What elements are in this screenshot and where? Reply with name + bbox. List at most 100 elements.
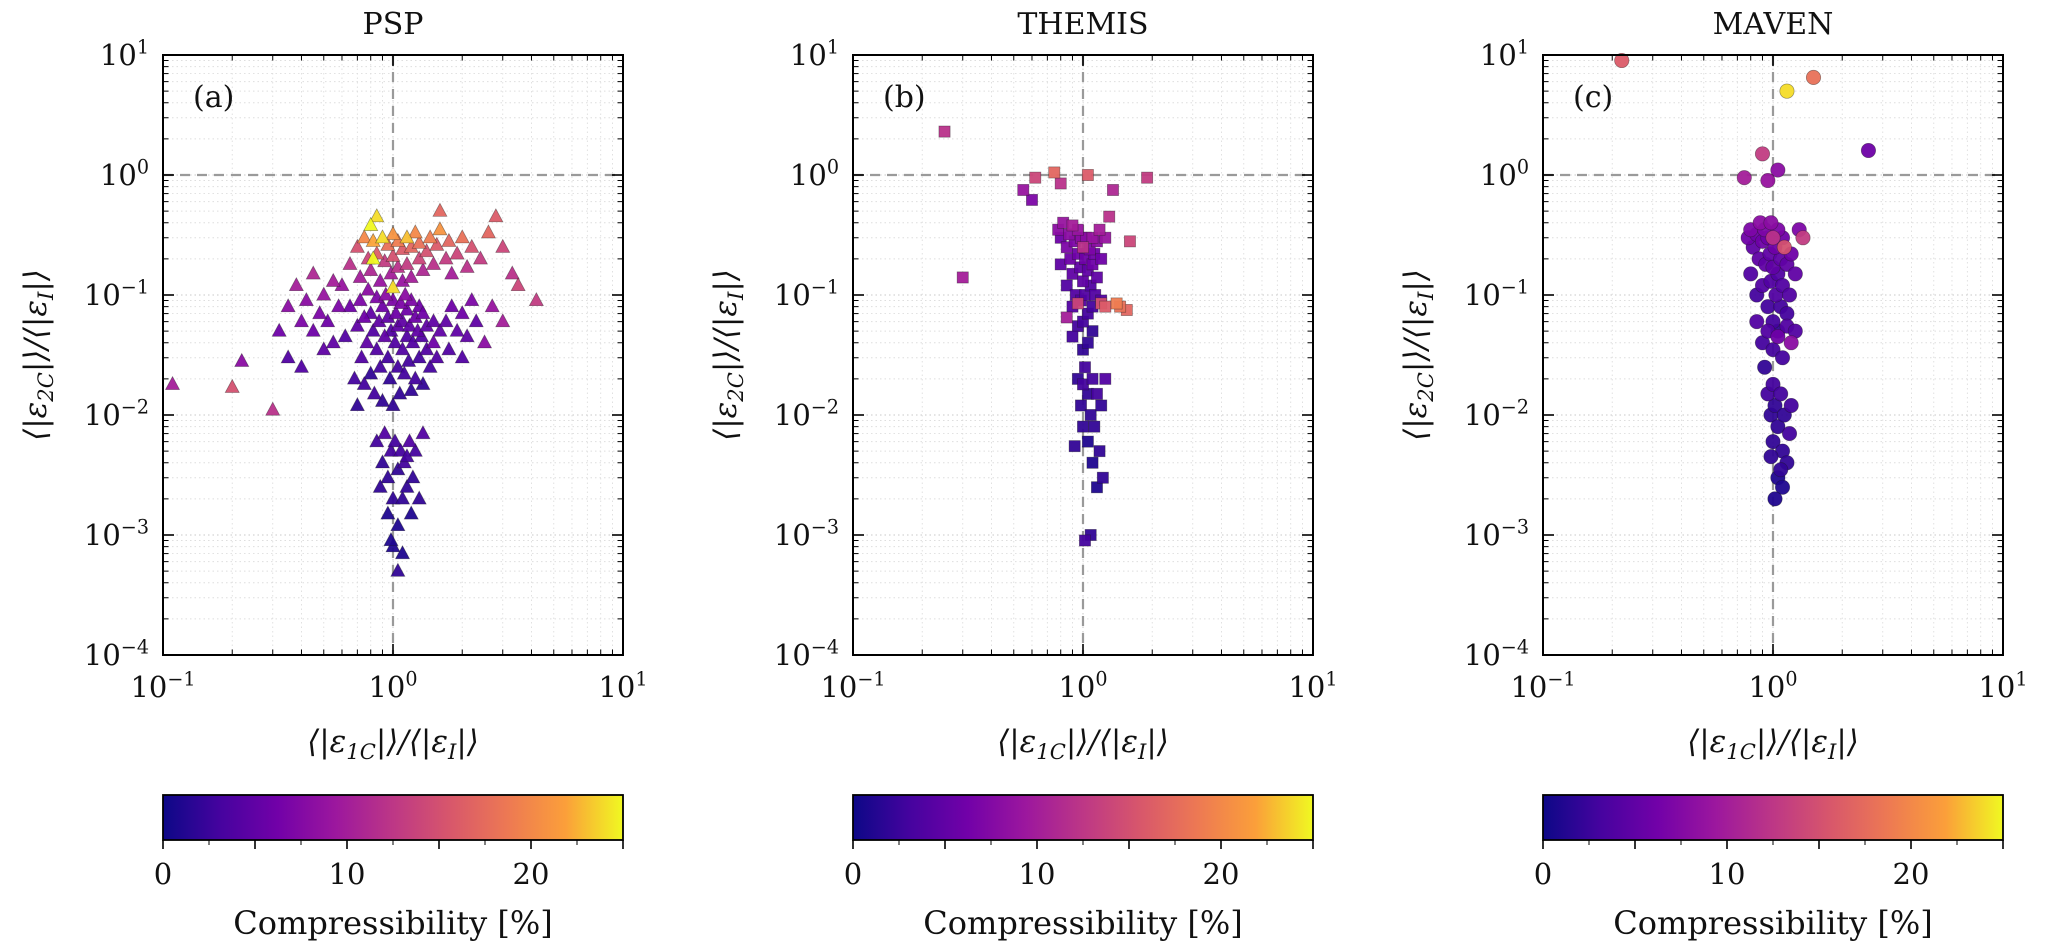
scatter-point: [305, 322, 321, 337]
tick-label: 10−1: [1510, 667, 1575, 704]
scatter-point: [390, 516, 406, 532]
scatter-point: [425, 334, 442, 349]
scatter-point: [432, 221, 448, 236]
scatter-point: [454, 229, 470, 244]
scatter-point: [1060, 311, 1073, 324]
scatter-point: [411, 349, 427, 364]
scatter-point: [1099, 300, 1112, 313]
tick-label: 100: [1058, 667, 1107, 704]
scatter-point: [510, 276, 526, 292]
tick-label: 101: [1978, 667, 2027, 704]
scatter-point: [293, 313, 310, 328]
scatter-point: [425, 255, 442, 270]
tick-label: 10−1: [1464, 275, 1529, 312]
scatter-points: [938, 125, 1154, 547]
scatter-point: [411, 490, 427, 505]
scatter-point: [224, 378, 240, 393]
scatter-point: [1077, 241, 1089, 254]
colorbar-tick-label: 0: [1534, 857, 1552, 891]
x-axis-label: ⟨|ε1C|⟩/⟨|εI|⟩: [997, 724, 1169, 764]
scatter-point: [363, 261, 379, 277]
scatter-point: [1060, 241, 1073, 254]
scatter-point: [1763, 215, 1779, 231]
scatter-point: [429, 236, 445, 251]
scatter-point: [385, 490, 401, 505]
scatter-point: [1805, 69, 1822, 86]
scatter-point: [419, 341, 435, 356]
tick-label: 10−3: [774, 515, 839, 552]
scatter-point: [1783, 397, 1799, 414]
scatter-point: [325, 334, 341, 349]
colorbar-gradient: [852, 794, 1314, 841]
scatter-point: [938, 125, 951, 138]
scatter-point: [1086, 456, 1099, 469]
tick-label: 100: [1748, 667, 1797, 704]
scatter-point: [403, 505, 419, 520]
scatter-point: [1091, 387, 1103, 400]
scatter-point: [372, 272, 388, 287]
y-axis-label: ⟨|ε2C|⟩/⟨|εI|⟩: [1398, 269, 1438, 441]
scatter-point: [1749, 314, 1765, 330]
scatter-point: [352, 291, 368, 307]
scatter-point: [441, 232, 457, 247]
scatter-point: [401, 352, 417, 367]
scatter-point: [403, 268, 419, 284]
scatter-point: [1048, 166, 1061, 179]
tick-label: 101: [100, 35, 149, 72]
y-axis-label: ⟨|ε2C|⟩/⟨|εI|⟩: [708, 269, 748, 441]
scatter-point: [356, 375, 372, 390]
scatter-point: [360, 281, 376, 296]
scatter-point: [1093, 223, 1106, 236]
panel-title: MAVEN: [1713, 7, 1834, 42]
tick-label: 100: [1480, 155, 1529, 192]
scatter-point: [280, 349, 296, 364]
scatter-point: [459, 328, 475, 343]
x-axis-label: ⟨|ε1C|⟩/⟨|εI|⟩: [1687, 724, 1859, 764]
scatter-point: [1081, 169, 1094, 181]
scatter-point: [164, 375, 181, 390]
tick-label: 10−2: [84, 395, 149, 432]
scatter-point: [385, 225, 401, 240]
panel-psp: 10−1 100 101 101 100 10−1 10−2 10−3 10−4 PSP (a) ⟨|…: [0, 0, 690, 947]
scatter-point: [504, 265, 520, 280]
tick-label: 10−2: [1464, 395, 1529, 432]
scatter-point: [432, 202, 448, 217]
scatter-point: [449, 322, 465, 337]
scatter-point: [1086, 231, 1099, 244]
scatter-point: [422, 229, 438, 244]
scatter-point: [385, 279, 401, 294]
scatter-point: [1081, 435, 1094, 448]
colorbar-label: Compressibility [%]: [923, 904, 1243, 942]
scatter-point: [305, 265, 321, 280]
scatter-point: [401, 433, 418, 448]
scatter-point: [459, 258, 475, 273]
tick-label: 10−4: [84, 635, 149, 672]
scatter-point: [390, 562, 406, 577]
x-axis-label: ⟨|ε1C|⟩/⟨|εI|⟩: [307, 724, 479, 764]
scatter-point: [1095, 399, 1108, 412]
panel-tag: (a): [193, 80, 234, 115]
scatter-point: [411, 234, 427, 249]
tick-label: 101: [1480, 35, 1529, 72]
scatter-point: [393, 442, 409, 457]
scatter-point: [394, 490, 411, 505]
tick-label: 10−2: [774, 395, 839, 432]
scatter-point: [393, 294, 409, 310]
scatter-point: [365, 232, 381, 247]
scatter-point: [422, 358, 438, 373]
scatter-point: [363, 365, 379, 380]
scatter-point: [415, 261, 431, 277]
scatter-point: [444, 265, 460, 280]
scatter-point: [374, 392, 391, 407]
scatter-point: [401, 317, 418, 332]
scatter-point: [377, 328, 393, 343]
tick-label: 101: [1288, 667, 1337, 704]
scatter-point: [387, 433, 403, 448]
scatter-point: [484, 298, 500, 313]
panel-svg: 10−1 100 10110110010−110−210−310−4THEMIS(b…: [690, 0, 1380, 947]
scatter-point: [488, 208, 504, 223]
scatter-point: [464, 291, 480, 307]
scatter-point: [425, 313, 442, 328]
scatter-point: [325, 272, 341, 287]
